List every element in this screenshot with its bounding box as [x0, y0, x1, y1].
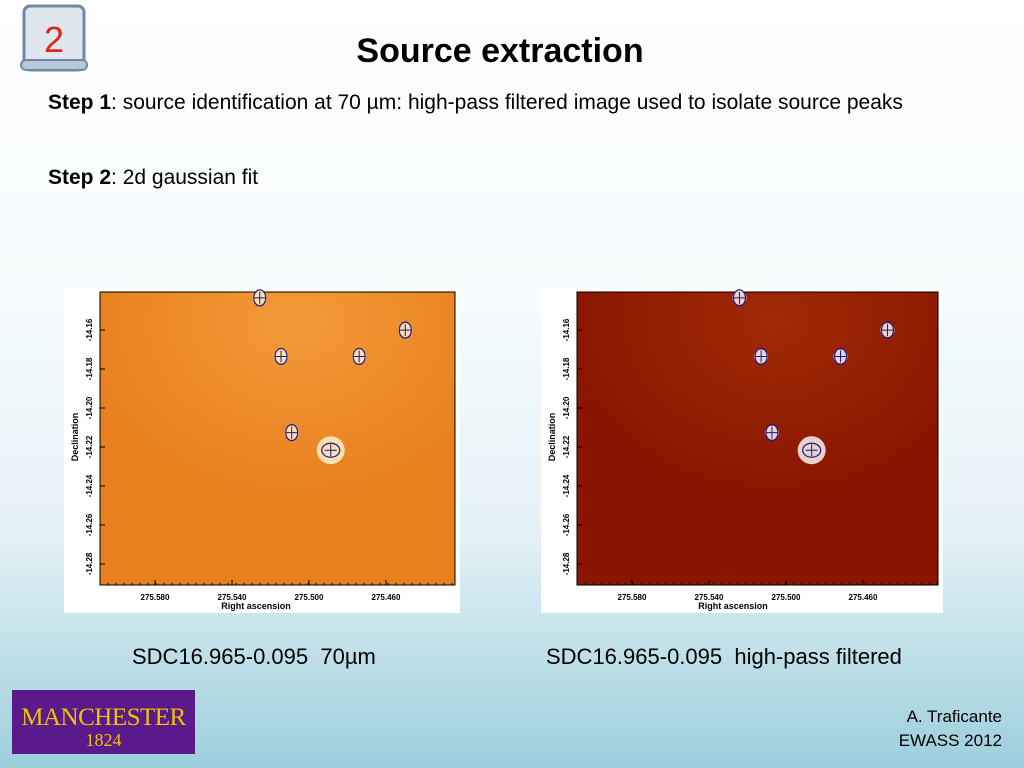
step-label: Step 2 — [48, 166, 112, 189]
step-text: : source identification at 70 µm: high-p… — [111, 91, 903, 114]
badge-icon: 2 — [20, 4, 88, 72]
source-cross — [324, 444, 337, 457]
logo-year: 1824 — [85, 730, 122, 750]
image-map — [576, 291, 939, 586]
y-tick-label: -14.26 — [562, 513, 571, 536]
source-cross — [275, 350, 288, 363]
step: Step 1: source identification at 70 µm: … — [48, 88, 948, 118]
logo: MANCHESTER 1824 — [12, 690, 195, 754]
source-ellipse — [802, 442, 822, 458]
y-tick-label: -14.28 — [85, 552, 94, 575]
x-tick-label: 275.500 — [295, 593, 324, 602]
x-tick-label: 275.500 — [772, 593, 801, 602]
y-axis-label: Declination — [547, 413, 557, 462]
x-axis-label: Right ascension — [221, 601, 291, 611]
source-cross — [399, 324, 412, 337]
source-cross — [755, 350, 768, 363]
x-tick-label: 275.540 — [695, 593, 724, 602]
figure-image: -14.16 -14.18 -14.20 -14.22 -14.24 -14.26 -14.… — [64, 287, 460, 613]
step-text: : 2d gaussian fit — [111, 166, 259, 189]
source-cross — [253, 291, 266, 304]
y-axis-label: Declination — [70, 413, 80, 462]
y-tick-label: -14.24 — [562, 474, 571, 497]
x-tick-label: 275.580 — [141, 593, 170, 602]
y-tick-label: -14.18 — [85, 357, 94, 380]
x-tick-label: 275.540 — [218, 593, 247, 602]
x-tick-label: 275.580 — [618, 593, 647, 602]
y-tick-label: -14.26 — [85, 513, 94, 536]
x-tick-label: 275.460 — [849, 593, 878, 602]
figure-caption: SDC16.965-0.095 70µm — [132, 644, 376, 669]
source-cross — [805, 444, 818, 457]
credit: A. Traficante — [906, 707, 1002, 726]
source-cross — [881, 324, 894, 337]
credit: EWASS 2012 — [898, 731, 1002, 750]
y-tick-label: -14.16 — [562, 318, 571, 341]
figure-caption: SDC16.965-0.095 high-pass filtered — [546, 644, 902, 669]
y-tick-label: -14.28 — [562, 552, 571, 575]
y-tick-label: -14.18 — [562, 357, 571, 380]
x-tick-label: 275.460 — [372, 593, 401, 602]
y-tick-label: -14.20 — [562, 396, 571, 419]
logo-name: MANCHESTER — [21, 704, 186, 731]
source-cross — [733, 291, 746, 304]
x-axis-label: Right ascension — [698, 601, 768, 611]
y-tick-label: -14.22 — [85, 435, 94, 458]
source-cross — [765, 426, 778, 439]
slide-title: Source extraction — [356, 32, 644, 70]
y-tick-label: -14.20 — [85, 396, 94, 419]
image-map — [99, 291, 456, 586]
source-cross — [834, 350, 847, 363]
source-ellipse — [321, 442, 341, 458]
step-label: Step 1 — [48, 91, 112, 114]
y-tick-label: -14.24 — [85, 474, 94, 497]
source-cross — [353, 350, 366, 363]
step: Step 2: 2d gaussian fit — [48, 163, 948, 193]
y-tick-label: -14.16 — [85, 318, 94, 341]
badge-number: 2 — [44, 19, 64, 60]
y-tick-label: -14.22 — [562, 435, 571, 458]
figure-image: -14.16 -14.18 -14.20 -14.22 -14.24 -14.26 -14.… — [541, 287, 943, 613]
source-cross — [285, 426, 298, 439]
